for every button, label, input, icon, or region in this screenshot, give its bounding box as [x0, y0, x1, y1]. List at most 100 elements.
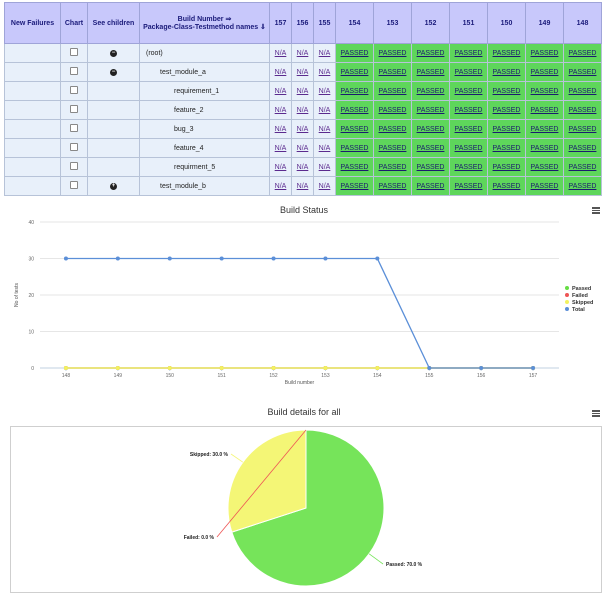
passed-link[interactable]: PASSED [492, 182, 521, 190]
na-link[interactable]: N/A [318, 163, 331, 171]
chart-checkbox[interactable] [70, 105, 78, 113]
chart-checkbox[interactable] [70, 48, 78, 56]
na-link[interactable]: N/A [274, 49, 287, 57]
passed-link[interactable]: PASSED [340, 87, 369, 95]
na-link[interactable]: N/A [318, 49, 331, 57]
passed-link[interactable]: PASSED [340, 182, 369, 190]
passed-link[interactable]: PASSED [454, 144, 483, 152]
passed-link[interactable]: PASSED [454, 68, 483, 76]
passed-link[interactable]: PASSED [530, 49, 559, 57]
passed-link[interactable]: PASSED [568, 68, 597, 76]
na-link[interactable]: N/A [296, 144, 309, 152]
na-link[interactable]: N/A [296, 106, 309, 114]
new-failures-header[interactable]: New Failures [4, 2, 61, 44]
passed-link[interactable]: PASSED [568, 144, 597, 152]
build-header[interactable]: 153 [373, 2, 412, 44]
passed-link[interactable]: PASSED [492, 49, 521, 57]
na-link[interactable]: N/A [296, 182, 309, 190]
passed-link[interactable]: PASSED [568, 125, 597, 133]
chart-checkbox[interactable] [70, 67, 78, 75]
passed-link[interactable]: PASSED [416, 87, 445, 95]
passed-link[interactable]: PASSED [454, 125, 483, 133]
passed-link[interactable]: PASSED [568, 163, 597, 171]
passed-link[interactable]: PASSED [378, 125, 407, 133]
expand-icon[interactable]: + [110, 183, 117, 190]
na-link[interactable]: N/A [274, 163, 287, 171]
chart-checkbox[interactable] [70, 124, 78, 132]
passed-link[interactable]: PASSED [378, 144, 407, 152]
passed-link[interactable]: PASSED [340, 49, 369, 57]
na-link[interactable]: N/A [296, 68, 309, 76]
chart-menu-icon[interactable] [592, 207, 600, 214]
na-link[interactable]: N/A [296, 87, 309, 95]
build-header[interactable]: 149 [525, 2, 564, 44]
passed-link[interactable]: PASSED [340, 163, 369, 171]
na-link[interactable]: N/A [318, 68, 331, 76]
chart-checkbox[interactable] [70, 181, 78, 189]
passed-link[interactable]: PASSED [378, 163, 407, 171]
passed-link[interactable]: PASSED [492, 87, 521, 95]
build-header[interactable]: 155 [313, 2, 336, 44]
na-link[interactable]: N/A [318, 182, 331, 190]
passed-link[interactable]: PASSED [530, 182, 559, 190]
build-header[interactable]: 150 [487, 2, 526, 44]
passed-link[interactable]: PASSED [416, 49, 445, 57]
build-header[interactable]: 156 [291, 2, 314, 44]
na-link[interactable]: N/A [274, 125, 287, 133]
build-header[interactable]: 151 [449, 2, 488, 44]
passed-link[interactable]: PASSED [530, 87, 559, 95]
passed-link[interactable]: PASSED [454, 49, 483, 57]
passed-link[interactable]: PASSED [492, 68, 521, 76]
passed-link[interactable]: PASSED [340, 144, 369, 152]
na-link[interactable]: N/A [296, 49, 309, 57]
passed-link[interactable]: PASSED [568, 106, 597, 114]
collapse-icon[interactable]: − [110, 50, 117, 57]
passed-link[interactable]: PASSED [454, 182, 483, 190]
passed-link[interactable]: PASSED [530, 144, 559, 152]
passed-link[interactable]: PASSED [492, 163, 521, 171]
passed-link[interactable]: PASSED [568, 49, 597, 57]
build-header[interactable]: 152 [411, 2, 450, 44]
passed-link[interactable]: PASSED [530, 163, 559, 171]
na-link[interactable]: N/A [296, 125, 309, 133]
na-link[interactable]: N/A [274, 144, 287, 152]
chart-checkbox[interactable] [70, 143, 78, 151]
passed-link[interactable]: PASSED [416, 144, 445, 152]
na-link[interactable]: N/A [274, 68, 287, 76]
passed-link[interactable]: PASSED [340, 68, 369, 76]
passed-link[interactable]: PASSED [378, 182, 407, 190]
passed-link[interactable]: PASSED [492, 144, 521, 152]
build-header[interactable]: 148 [563, 2, 602, 44]
chart-checkbox[interactable] [70, 86, 78, 94]
passed-link[interactable]: PASSED [340, 125, 369, 133]
na-link[interactable]: N/A [274, 87, 287, 95]
passed-link[interactable]: PASSED [378, 87, 407, 95]
passed-link[interactable]: PASSED [340, 106, 369, 114]
passed-link[interactable]: PASSED [568, 87, 597, 95]
na-link[interactable]: N/A [318, 106, 331, 114]
na-link[interactable]: N/A [318, 125, 331, 133]
passed-link[interactable]: PASSED [416, 182, 445, 190]
passed-link[interactable]: PASSED [416, 125, 445, 133]
chart-checkbox[interactable] [70, 162, 78, 170]
chart-menu-icon[interactable] [592, 410, 600, 417]
passed-link[interactable]: PASSED [492, 106, 521, 114]
na-link[interactable]: N/A [274, 106, 287, 114]
na-link[interactable]: N/A [274, 182, 287, 190]
passed-link[interactable]: PASSED [454, 106, 483, 114]
passed-link[interactable]: PASSED [454, 163, 483, 171]
passed-link[interactable]: PASSED [378, 68, 407, 76]
na-link[interactable]: N/A [318, 144, 331, 152]
build-header[interactable]: 157 [269, 2, 292, 44]
na-link[interactable]: N/A [296, 163, 309, 171]
passed-link[interactable]: PASSED [454, 87, 483, 95]
passed-link[interactable]: PASSED [416, 163, 445, 171]
passed-link[interactable]: PASSED [492, 125, 521, 133]
na-link[interactable]: N/A [318, 87, 331, 95]
build-header[interactable]: 154 [335, 2, 374, 44]
passed-link[interactable]: PASSED [416, 106, 445, 114]
passed-link[interactable]: PASSED [530, 106, 559, 114]
passed-link[interactable]: PASSED [378, 106, 407, 114]
passed-link[interactable]: PASSED [530, 68, 559, 76]
passed-link[interactable]: PASSED [568, 182, 597, 190]
